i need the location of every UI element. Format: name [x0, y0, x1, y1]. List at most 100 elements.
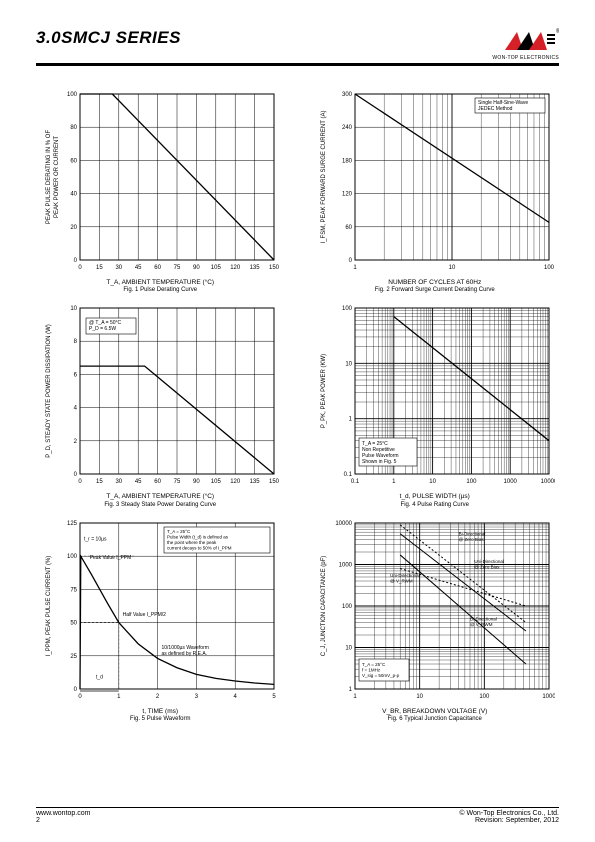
- svg-text:1: 1: [117, 694, 121, 700]
- svg-text:PEAK PULSE DERATING IN % OF: PEAK PULSE DERATING IN % OF: [46, 130, 52, 225]
- svg-text:f = 1MHz: f = 1MHz: [362, 667, 381, 672]
- footer: www.wontop.com 2 © Won-Top Electronics C…: [36, 807, 559, 824]
- svg-text:0: 0: [74, 258, 78, 264]
- fig3-xaxis: T_A, AMBIENT TEMPERATURE (°C): [106, 493, 214, 500]
- svg-text:30: 30: [116, 265, 123, 271]
- svg-text:T_A = 25°C: T_A = 25°C: [362, 662, 386, 667]
- svg-text:15: 15: [96, 265, 103, 271]
- svg-text:60: 60: [155, 479, 162, 485]
- svg-text:8: 8: [74, 340, 78, 346]
- svg-text:10: 10: [416, 694, 423, 700]
- fig2-xaxis: NUMBER OF CYCLES AT 60Hz: [388, 279, 481, 286]
- svg-text:as defined by R.E.A.: as defined by R.E.A.: [162, 651, 208, 657]
- svg-text:150: 150: [269, 479, 280, 485]
- svg-text:50: 50: [71, 620, 78, 626]
- svg-text:20: 20: [71, 225, 78, 231]
- fig2-title: Fig. 2 Forward Surge Current Derating Cu…: [375, 287, 495, 293]
- svg-text:Uni-Directional: Uni-Directional: [474, 559, 504, 564]
- svg-text:100: 100: [479, 694, 490, 700]
- svg-text:75: 75: [174, 479, 181, 485]
- svg-text:P_D = 6.5W: P_D = 6.5W: [89, 326, 116, 332]
- svg-text:10: 10: [345, 362, 352, 368]
- svg-text:0.1: 0.1: [351, 479, 360, 485]
- svg-text:125: 125: [67, 521, 78, 527]
- svg-text:240: 240: [342, 125, 353, 131]
- svg-text:t_r = 10µs: t_r = 10µs: [84, 536, 107, 542]
- svg-text:60: 60: [155, 265, 162, 271]
- footer-page: 2: [36, 817, 40, 824]
- fig1-xaxis: T_A, AMBIENT TEMPERATURE (°C): [106, 279, 214, 286]
- svg-text:1000: 1000: [542, 694, 555, 700]
- charts-grid: 0153045607590105120135150020406080100PEA…: [36, 88, 559, 723]
- logo: ® WON-TOP ELECTRONICS: [492, 28, 559, 61]
- fig3-xlabel: T_A, AMBIENT TEMPERATURE (°C) Fig. 3 Ste…: [104, 493, 216, 508]
- svg-text:I_FSM, PEAK FORWARD SURGE CURR: I_FSM, PEAK FORWARD SURGE CURRENT (A): [321, 111, 327, 244]
- fig3-chart: 01530456075901051201351500246810P_D, STE…: [40, 302, 280, 492]
- svg-text:105: 105: [211, 265, 222, 271]
- svg-text:@ Zero Bias: @ Zero Bias: [458, 537, 484, 542]
- fig2: 110100060120180240300I_FSM, PEAK FORWARD…: [311, 88, 560, 294]
- svg-text:100: 100: [342, 306, 353, 312]
- svg-text:@ V_RWM: @ V_RWM: [390, 578, 413, 583]
- fig6-chart: 1101001000110100100010000C_J, JUNCTION C…: [315, 517, 555, 707]
- svg-text:1: 1: [353, 694, 357, 700]
- svg-text:120: 120: [230, 265, 241, 271]
- footer-left: www.wontop.com 2: [36, 810, 90, 824]
- svg-text:2: 2: [156, 694, 160, 700]
- fig5-xaxis: t, TIME (ms): [142, 708, 178, 715]
- fig4-xlabel: t_d, PULSE WIDTH (µs) Fig. 4 Pulse Ratin…: [400, 493, 470, 508]
- svg-text:P_PK, PEAK POWER (KW): P_PK, PEAK POWER (KW): [321, 354, 327, 428]
- svg-text:P_D, STEADY STATE POWER DISSIP: P_D, STEADY STATE POWER DISSIPATION (W): [46, 325, 52, 458]
- svg-text:10: 10: [71, 306, 78, 312]
- svg-text:4: 4: [234, 694, 238, 700]
- svg-text:Peak Value I_PPM: Peak Value I_PPM: [90, 555, 132, 561]
- svg-text:the point where the peak: the point where the peak: [167, 540, 217, 545]
- svg-text:80: 80: [71, 125, 78, 131]
- svg-text:10: 10: [429, 479, 436, 485]
- svg-text:100: 100: [466, 479, 477, 485]
- svg-text:Pulse Width (t_d) is defined a: Pulse Width (t_d) is defined as: [167, 534, 229, 539]
- svg-text:105: 105: [211, 479, 222, 485]
- svg-text:10000: 10000: [335, 521, 352, 527]
- fig5-xlabel: t, TIME (ms) Fig. 5 Pulse Waveform: [130, 708, 190, 723]
- fig2-xlabel: NUMBER OF CYCLES AT 60Hz Fig. 2 Forward …: [375, 279, 495, 294]
- svg-text:1: 1: [353, 265, 357, 271]
- svg-text:I_PPM, PEAK PULSE CURRENT (%): I_PPM, PEAK PULSE CURRENT (%): [46, 555, 52, 656]
- fig4-chart: 0.11101001000100000.1110100P_PK, PEAK PO…: [315, 302, 555, 492]
- svg-text:180: 180: [342, 158, 353, 164]
- svg-text:®: ®: [556, 28, 559, 35]
- svg-text:150: 150: [269, 265, 280, 271]
- svg-text:100: 100: [544, 265, 555, 271]
- fig2-chart: 110100060120180240300I_FSM, PEAK FORWARD…: [315, 88, 555, 278]
- fig4-xaxis: t_d, PULSE WIDTH (µs): [400, 493, 470, 500]
- fig6: 1101001000110100100010000C_J, JUNCTION C…: [311, 517, 560, 723]
- svg-text:120: 120: [230, 479, 241, 485]
- fig5-title: Fig. 5 Pulse Waveform: [130, 716, 190, 722]
- svg-text:Bi-Directional: Bi-Directional: [458, 531, 485, 536]
- fig6-title: Fig. 6 Typical Junction Capacitance: [388, 716, 482, 722]
- svg-text:90: 90: [193, 479, 200, 485]
- svg-text:6: 6: [74, 373, 78, 379]
- svg-text:Shown in Fig. 5: Shown in Fig. 5: [362, 459, 397, 465]
- svg-text:t_d: t_d: [96, 674, 103, 680]
- fig1-chart: 0153045607590105120135150020406080100PEA…: [40, 88, 280, 278]
- footer-revision: Revision: September, 2012: [475, 817, 559, 824]
- svg-text:45: 45: [135, 265, 142, 271]
- fig3-title: Fig. 3 Steady State Power Derating Curve: [104, 502, 216, 508]
- footer-copyright: © Won-Top Electronics Co., Ltd.: [459, 810, 559, 817]
- fig1-xlabel: T_A, AMBIENT TEMPERATURE (°C) Fig. 1 Pul…: [106, 279, 214, 294]
- fig5-chart: 0123450255075100125I_PPM, PEAK PULSE CUR…: [40, 517, 280, 707]
- fig4-title: Fig. 4 Pulse Rating Curve: [401, 502, 469, 508]
- svg-text:1: 1: [392, 479, 396, 485]
- svg-text:0: 0: [79, 479, 83, 485]
- svg-text:2: 2: [74, 439, 78, 445]
- svg-text:1000: 1000: [503, 479, 517, 485]
- svg-text:@ Zero Bias: @ Zero Bias: [474, 564, 500, 569]
- fig4: 0.11101001000100000.1110100P_PK, PEAK PO…: [311, 302, 560, 508]
- svg-text:JEDEC Method: JEDEC Method: [478, 106, 513, 112]
- page-title: 3.0SMCJ SERIES: [36, 28, 181, 48]
- svg-text:@ V_RWM: @ V_RWM: [470, 622, 493, 627]
- svg-text:0: 0: [74, 472, 78, 478]
- fig5: 0123450255075100125I_PPM, PEAK PULSE CUR…: [36, 517, 285, 723]
- svg-text:1000: 1000: [338, 562, 352, 568]
